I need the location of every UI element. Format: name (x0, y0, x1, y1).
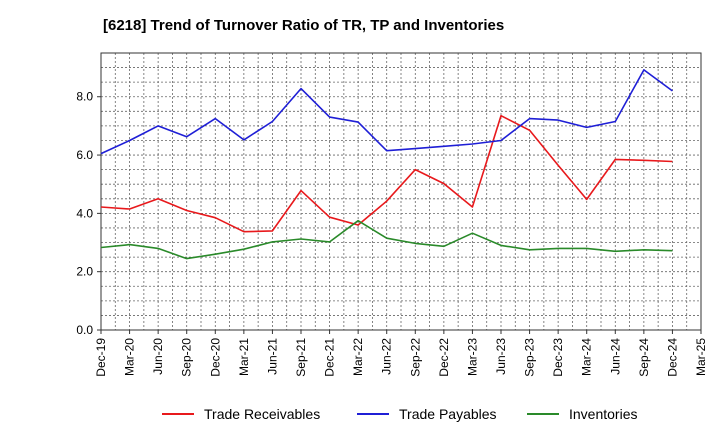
y-tick-label: 2.0 (76, 265, 93, 279)
series-line-inventories (100, 219, 673, 260)
x-tick-label: Jun-23 (494, 338, 508, 375)
legend-label: Trade Receivables (204, 406, 320, 422)
x-tick-label: Jun-20 (151, 338, 165, 375)
x-tick-label: Mar-22 (351, 338, 365, 376)
x-tick-label: Dec-20 (208, 338, 222, 377)
x-tick-label: Dec-22 (437, 338, 451, 377)
x-tick-label: Mar-20 (123, 338, 137, 376)
series-lines (100, 69, 673, 260)
x-tick-label: Mar-25 (694, 338, 708, 376)
legend-label: Trade Payables (399, 406, 497, 422)
x-tick-label: Sep-21 (294, 338, 308, 377)
legend-label: Inventories (569, 406, 637, 422)
y-tick-label: 8.0 (76, 90, 93, 104)
series-line-trade-receivables (100, 114, 673, 233)
x-tick-label: Sep-22 (408, 338, 422, 377)
x-tick-label: Mar-23 (465, 338, 479, 376)
x-tick-label: Jun-21 (265, 338, 279, 375)
x-tick-label: Sep-20 (180, 338, 194, 377)
grid-lines (100, 53, 702, 330)
y-tick-label: 4.0 (76, 206, 93, 220)
x-tick-label: Sep-24 (637, 338, 651, 377)
chart-title: [6218] Trend of Turnover Ratio of TR, TP… (103, 17, 504, 34)
y-axis: 0.0 2.0 4.0 6.0 8.0 (76, 90, 101, 337)
series-line-trade-payables (100, 69, 673, 155)
x-axis: Dec-19 Mar-20 Jun-20 Sep-20 Dec-20 Mar-21 Jun-… (94, 330, 708, 377)
plot-frame (100, 52, 702, 331)
x-tick-label: Dec-23 (551, 338, 565, 377)
x-tick-label: Dec-19 (94, 338, 108, 377)
x-tick-label: Mar-21 (237, 338, 251, 376)
x-tick-label: Dec-24 (665, 338, 679, 377)
x-tick-label: Sep-23 (523, 338, 537, 377)
legend: Trade Receivables Trade Payables Inventori… (162, 406, 637, 422)
y-tick-label: 0.0 (76, 323, 93, 337)
x-tick-label: Jun-22 (380, 338, 394, 375)
y-tick-label: 6.0 (76, 148, 93, 162)
x-tick-label: Mar-24 (580, 338, 594, 376)
x-tick-label: Jun-24 (608, 338, 622, 375)
x-tick-label: Dec-21 (323, 338, 337, 377)
